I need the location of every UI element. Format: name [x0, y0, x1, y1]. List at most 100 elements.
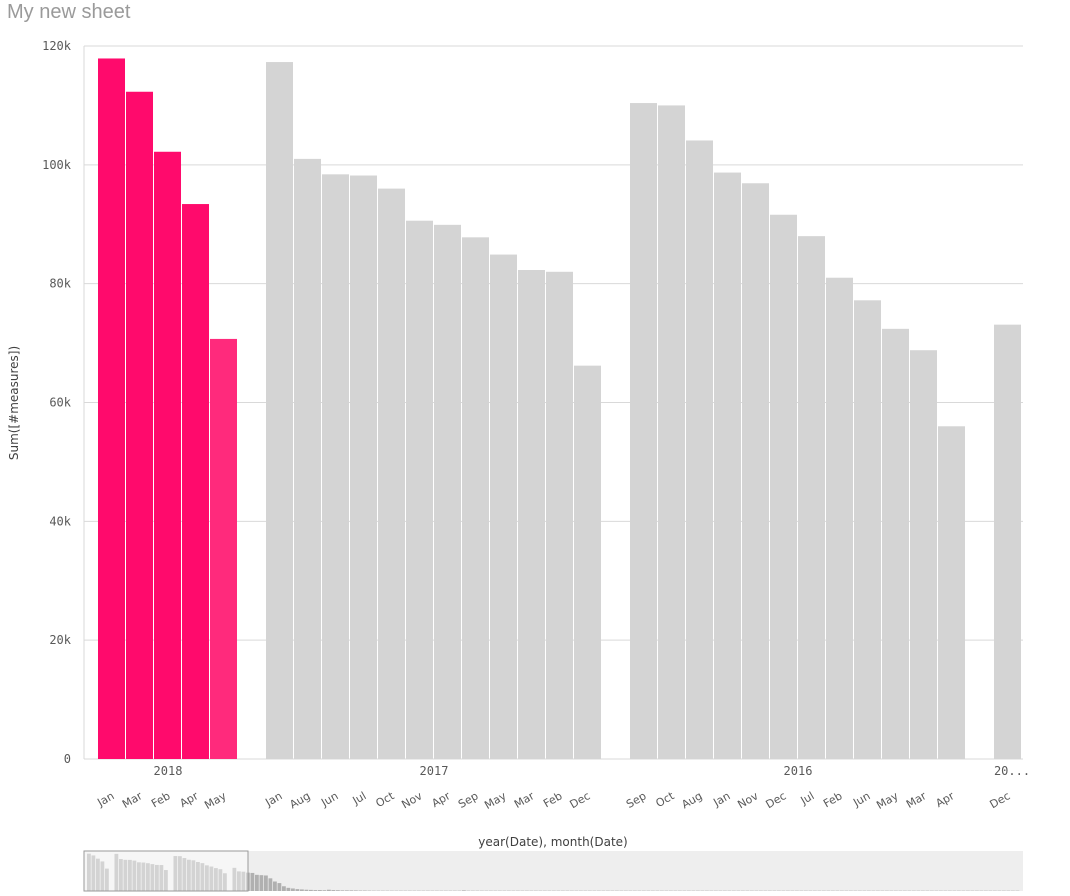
- navigator-bar: [191, 860, 196, 891]
- navigator-bar: [187, 859, 191, 891]
- sheet-title: My new sheet: [7, 1, 131, 23]
- x-tick-label-month: Jan: [710, 789, 732, 809]
- bars[interactable]: [98, 58, 1021, 760]
- x-group-label-year: 2018: [154, 764, 183, 778]
- navigator-selection-handle[interactable]: [83, 850, 249, 892]
- navigator-bar: [164, 870, 168, 891]
- navigator-bar: [291, 888, 295, 891]
- bar-2017-aug[interactable]: [294, 158, 321, 759]
- navigator-bar: [354, 890, 358, 891]
- navigator-bar: [462, 890, 466, 891]
- bar-2017-nov[interactable]: [406, 220, 433, 759]
- navigator-bar: [137, 862, 141, 891]
- navigator-bar: [232, 867, 237, 891]
- bar-2018-feb[interactable]: [154, 151, 181, 760]
- x-group-label-year: 2017: [420, 764, 449, 778]
- x-tick-label-month: Sep: [624, 789, 648, 811]
- navigator-bar: [214, 868, 218, 891]
- bar-2016-apr[interactable]: [938, 426, 965, 759]
- x-tick-label-month: Mar: [904, 789, 929, 811]
- x-tick-label-month: Jun: [850, 789, 872, 809]
- x-tick-label-month: Jun: [318, 789, 340, 809]
- x-tick-label-month: Mar: [120, 789, 145, 811]
- navigator-bar: [218, 869, 223, 891]
- x-tick-label-month: Apr: [934, 789, 957, 810]
- y-tick-label: 0: [64, 752, 71, 766]
- x-tick-label-month: Dec: [568, 789, 593, 811]
- bar-2016-oct[interactable]: [658, 105, 685, 759]
- bar-2016-jul[interactable]: [798, 236, 825, 760]
- x-tick-label-month: Oct: [654, 789, 678, 810]
- bar-2016-aug[interactable]: [686, 140, 713, 759]
- navigator-bar: [209, 866, 214, 891]
- navigator-bar: [327, 889, 331, 891]
- x-group-label-year: 2016: [784, 764, 813, 778]
- navigator-bar: [309, 889, 313, 891]
- bar-2017-feb[interactable]: [546, 271, 573, 759]
- bar-2017-oct[interactable]: [378, 188, 405, 760]
- bar-2017-may[interactable]: [490, 254, 517, 760]
- navigator-bar: [277, 883, 282, 891]
- bar-2017-dec[interactable]: [574, 365, 601, 759]
- bar-2016-may[interactable]: [882, 328, 909, 759]
- bar-2018-jan[interactable]: [98, 58, 125, 760]
- y-axis-title: Sum([#measures]): [7, 346, 21, 460]
- x-tick-label-month: Dec: [988, 789, 1013, 811]
- bar-2017-jun[interactable]: [322, 174, 349, 760]
- x-tick-label-month: Feb: [149, 789, 172, 810]
- navigator-bar: [119, 859, 123, 891]
- navigator-bar: [273, 881, 277, 891]
- x-tick-label-month: Mar: [512, 789, 537, 811]
- navigator-bar: [91, 855, 96, 891]
- navigator-bar: [128, 859, 132, 891]
- bar-2016-nov[interactable]: [742, 183, 769, 759]
- x-tick-label-month: Aug: [287, 789, 312, 811]
- y-tick-label: 40k: [49, 514, 71, 528]
- navigator-bar: [255, 874, 259, 891]
- bar-2018-apr[interactable]: [182, 204, 209, 759]
- x-tick-label-month: May: [202, 789, 229, 812]
- y-tick-label: 80k: [49, 277, 71, 291]
- x-tick-label-month: May: [482, 789, 509, 812]
- navigator-bar: [340, 890, 345, 891]
- x-axis-title: year(Date), month(Date): [478, 835, 627, 849]
- navigator-bar: [318, 890, 322, 891]
- bar-2015-dec[interactable]: [994, 324, 1021, 759]
- navigator-bar: [304, 889, 309, 891]
- bar-2016-feb[interactable]: [826, 277, 853, 759]
- x-tick-label-month: Jul: [798, 789, 817, 807]
- bar-2017-mar[interactable]: [518, 270, 545, 759]
- bar-2017-sep[interactable]: [462, 237, 489, 760]
- y-axis-ticks: 0 20k 40k 60k 80k 100k 120k: [42, 39, 72, 766]
- bar-2016-dec[interactable]: [770, 214, 797, 759]
- navigator-bar: [331, 890, 336, 891]
- bar-2018-mar[interactable]: [126, 91, 153, 759]
- x-tick-label-month: Nov: [735, 789, 761, 811]
- bar-2016-sep[interactable]: [630, 103, 657, 760]
- navigator-bar: [349, 890, 354, 891]
- x-tick-label-month: Apr: [430, 789, 453, 810]
- bar-2016-jan[interactable]: [714, 172, 741, 759]
- x-tick-label-month: Jan: [262, 789, 284, 809]
- x-tick-label-month: Jan: [94, 789, 116, 809]
- y-tick-label: 20k: [49, 633, 71, 647]
- navigator-bar: [264, 875, 268, 891]
- navigator-bar: [300, 889, 304, 891]
- navigator-bar: [173, 856, 178, 891]
- bar-2016-mar[interactable]: [910, 350, 937, 759]
- x-tick-label-month: Jul: [350, 789, 369, 807]
- bar-2017-apr[interactable]: [434, 224, 461, 759]
- navigator-bar: [237, 871, 241, 891]
- x-tick-label-month: Oct: [374, 789, 398, 810]
- bar-2017-jul[interactable]: [350, 175, 377, 760]
- bar-2016-jun[interactable]: [854, 300, 881, 759]
- navigator-bar: [345, 890, 349, 891]
- navigator-bar: [182, 858, 187, 891]
- navigator-bar: [105, 868, 109, 891]
- scroll-navigator[interactable]: [83, 850, 1023, 892]
- navigator-bar: [100, 861, 105, 891]
- bar-2018-may[interactable]: [210, 338, 237, 759]
- bar-2017-jan[interactable]: [266, 62, 293, 760]
